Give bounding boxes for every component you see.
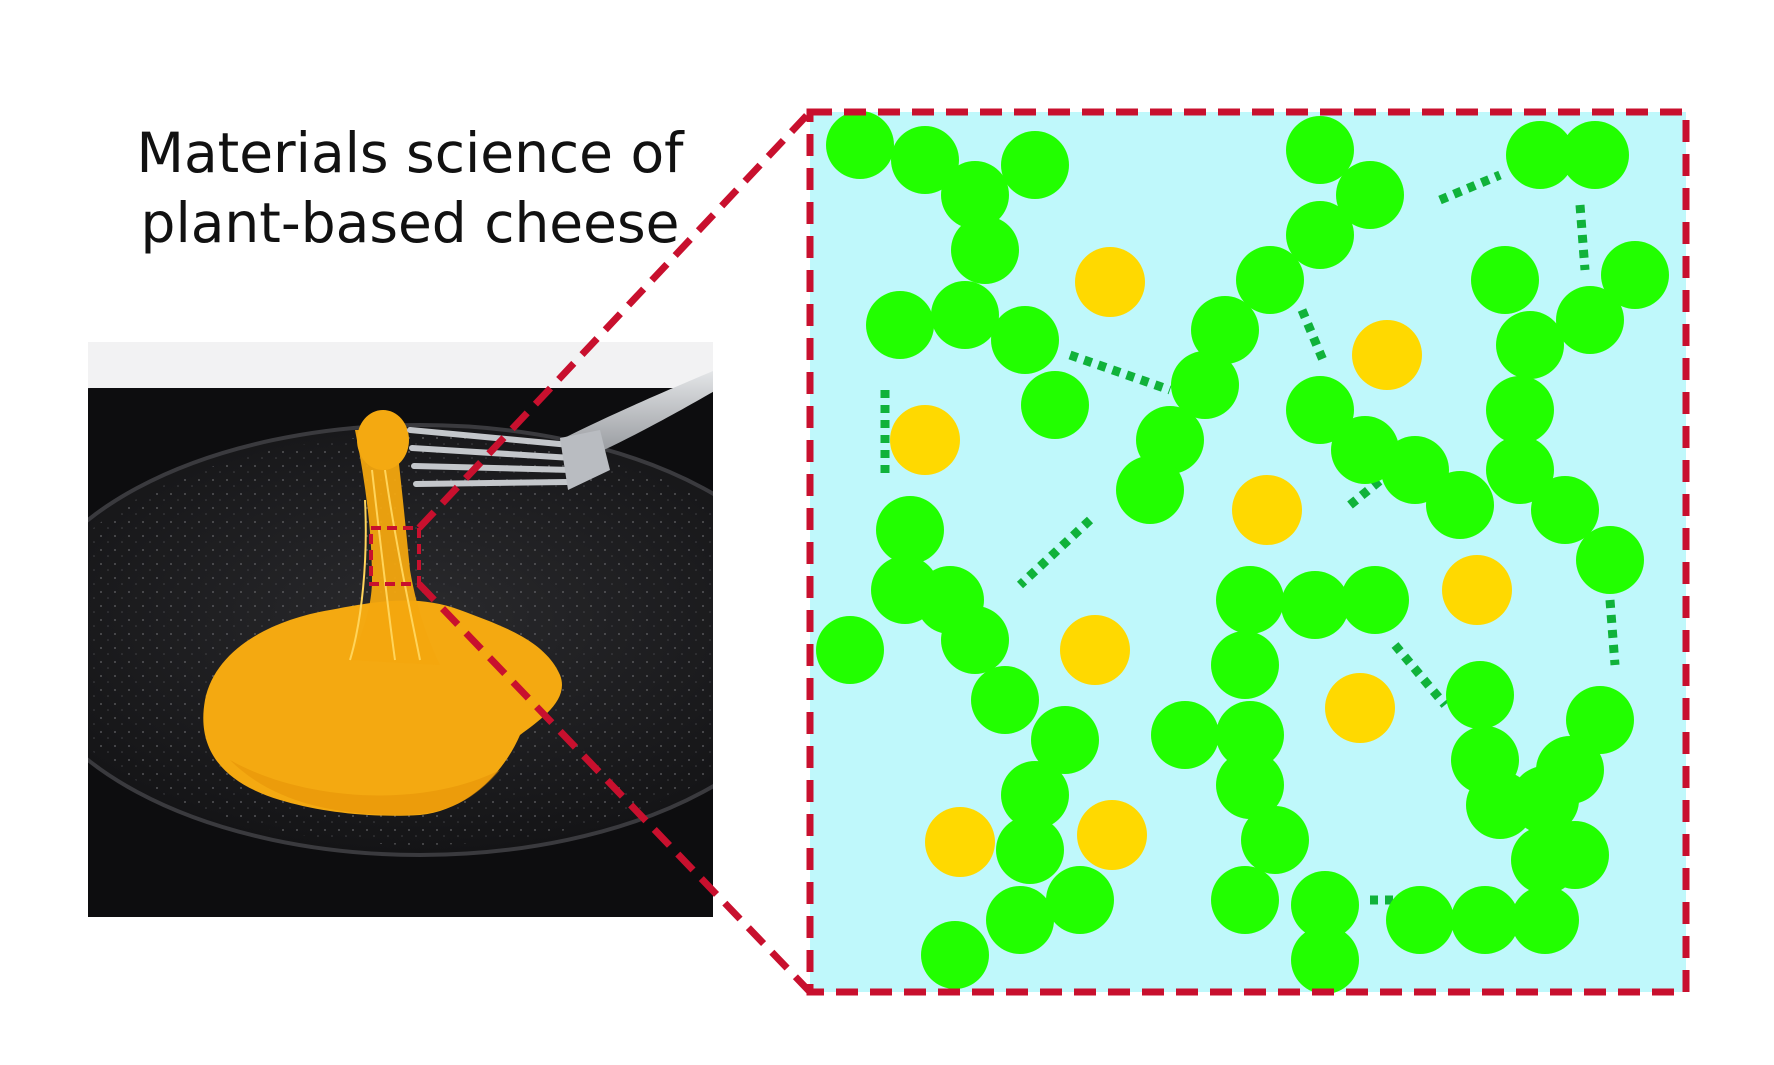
polymer-bead (891, 126, 959, 194)
zoom-region-marker (369, 526, 421, 586)
polymer-bead (1171, 351, 1239, 419)
zoom-box-border (806, 108, 1690, 996)
fat-droplet (1060, 615, 1130, 685)
plate-rim (88, 423, 713, 857)
polymer-bead (1426, 471, 1494, 539)
polymer-bead (931, 281, 999, 349)
fat-droplet-group (890, 247, 1512, 877)
polymer-bead (1021, 371, 1089, 439)
zoom-connector-top (416, 109, 813, 531)
polymer-bead (1341, 566, 1409, 634)
polymer-bead (1336, 161, 1404, 229)
polymer-bead (876, 496, 944, 564)
crosslink-bond (1391, 642, 1449, 708)
fat-droplet (925, 807, 995, 877)
polymer-bead (1286, 376, 1354, 444)
polymer-bead (1486, 376, 1554, 444)
polymer-bead (1531, 476, 1599, 544)
polymer-bead (1556, 286, 1624, 354)
polymer-bead (971, 666, 1039, 734)
polymer-bead (1466, 771, 1534, 839)
cheese-strand (350, 430, 440, 665)
cheese-puddle (203, 600, 562, 816)
crosslink-bond (1575, 204, 1590, 271)
polymer-bead (1286, 201, 1354, 269)
polymer-bead (1216, 566, 1284, 634)
page-title: Materials science of plant-based cheese (40, 118, 780, 258)
polymer-bead (1286, 116, 1354, 184)
cheese-shadow (230, 760, 500, 815)
polymer-bead (941, 161, 1009, 229)
fat-droplet (1075, 247, 1145, 317)
polymer-bead (1511, 886, 1579, 954)
fat-droplet (1352, 320, 1422, 390)
fat-droplet (1442, 555, 1512, 625)
polymer-bead (1576, 526, 1644, 594)
title-line-2: plant-based cheese (140, 191, 680, 255)
polymer-bead (941, 606, 1009, 674)
fat-droplet (1077, 800, 1147, 870)
polymer-bead (1451, 886, 1519, 954)
zoom-connector-bottom (416, 581, 813, 995)
polymer-bead (1541, 821, 1609, 889)
crosslink-bond (1068, 350, 1172, 395)
polymer-bead (1291, 926, 1359, 994)
polymer-bead (921, 921, 989, 989)
fat-droplet (1325, 673, 1395, 743)
polymer-bead (1291, 871, 1359, 939)
polymer-bead (1001, 131, 1069, 199)
polymer-bead (1446, 661, 1514, 729)
polymer-bead (1216, 701, 1284, 769)
polymer-bead (1486, 436, 1554, 504)
polymer-bead (1211, 866, 1279, 934)
cheese-on-fork (357, 410, 409, 470)
title-line-1: Materials science of (136, 121, 684, 185)
fat-droplet (890, 405, 960, 475)
polymer-bead (996, 816, 1064, 884)
polymer-bead (1001, 761, 1069, 829)
polymer-bead (1216, 751, 1284, 819)
polymer-bead (1496, 311, 1564, 379)
polymer-bead (1241, 806, 1309, 874)
fat-droplet (1232, 475, 1302, 545)
polymer-bead (1236, 246, 1304, 314)
polymer-bead (986, 886, 1054, 954)
cheese-strand-threads (349, 469, 421, 661)
polymer-bead (1046, 866, 1114, 934)
polymer-bead (826, 111, 894, 179)
crosslink-bond (1438, 170, 1502, 205)
polymer-bead (1506, 121, 1574, 189)
polymer-bead (951, 216, 1019, 284)
polymer-bead (1566, 686, 1634, 754)
polymer-bead (1031, 706, 1099, 774)
polymer-bead (1151, 701, 1219, 769)
polymer-bead (866, 291, 934, 359)
polymer-bead (1601, 241, 1669, 309)
crosslink-bond (1605, 599, 1620, 666)
crosslink-bond (1297, 308, 1330, 367)
polymer-chain-group (816, 111, 1669, 994)
polymer-bead (1281, 571, 1349, 639)
cheese-photo (88, 342, 713, 917)
crosslink-bond (1016, 516, 1094, 589)
polymer-bead (1471, 246, 1539, 314)
polymer-bead (991, 306, 1059, 374)
polymer-bead (1561, 121, 1629, 189)
polymer-bead (816, 616, 884, 684)
polymer-bead (1116, 456, 1184, 524)
polymer-bead (1211, 631, 1279, 699)
polymer-bead (1386, 886, 1454, 954)
fork-head (560, 430, 610, 490)
polymer-bead (1191, 296, 1259, 364)
